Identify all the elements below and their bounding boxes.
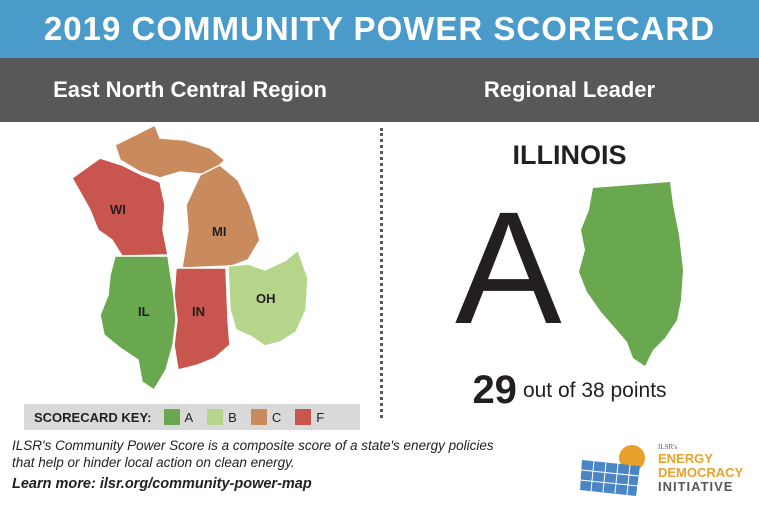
region-map: WI MI IL IN OH — [71, 123, 309, 392]
key-swatch-c — [250, 409, 267, 425]
key-swatch-a — [163, 409, 180, 425]
logo-small-text: ILSR's — [658, 443, 678, 451]
section-divider — [380, 128, 383, 418]
logo-line-1: ENERGY — [658, 451, 713, 466]
scorecard-key: SCORECARD KEY: A B C F — [24, 404, 360, 430]
logo-line-3: INITIATIVE — [658, 479, 734, 494]
state-il[interactable] — [99, 255, 177, 392]
state-label-wi: WI — [110, 202, 126, 217]
state-oh[interactable] — [227, 248, 309, 347]
key-swatch-b — [207, 409, 224, 425]
region-heading: East North Central Region — [53, 77, 327, 102]
page-title: 2019 COMMUNITY POWER SCORECARD — [43, 10, 716, 47]
illinois-map-icon — [579, 182, 683, 366]
key-label-a: A — [184, 409, 194, 425]
state-label-mi: MI — [212, 224, 226, 239]
key-label-c: C — [271, 409, 282, 425]
logo-line-2: DEMOCRACY — [658, 465, 744, 480]
state-label-il: IL — [138, 304, 150, 319]
state-wi[interactable] — [71, 157, 169, 257]
key-title: SCORECARD KEY: — [34, 409, 152, 425]
leader-points: 29 out of 38 points — [380, 368, 759, 413]
key-label-f: F — [316, 409, 325, 425]
state-label-oh: OH — [256, 291, 276, 306]
state-in[interactable] — [173, 267, 231, 371]
state-label-in: IN — [192, 304, 205, 319]
points-value: 29 — [472, 368, 517, 412]
energy-democracy-logo — [580, 445, 645, 496]
key-label-b: B — [228, 409, 237, 425]
points-suffix: out of 38 points — [522, 378, 667, 402]
subheader-bar: East North Central Region Regional Leade… — [0, 58, 759, 122]
title-bar: 2019 COMMUNITY POWER SCORECARD — [0, 0, 759, 58]
state-mi[interactable] — [181, 164, 261, 269]
leader-grade: A — [455, 178, 562, 357]
description: ILSR's Community Power Score is a compos… — [12, 438, 494, 470]
learn-more-link[interactable]: Learn more: ilsr.org/community-power-map — [12, 476, 312, 492]
leader-state-name: ILLINOIS — [512, 140, 627, 170]
solar-panel-icon — [580, 460, 640, 496]
leader-heading: Regional Leader — [483, 77, 656, 102]
key-swatch-f — [295, 409, 312, 425]
